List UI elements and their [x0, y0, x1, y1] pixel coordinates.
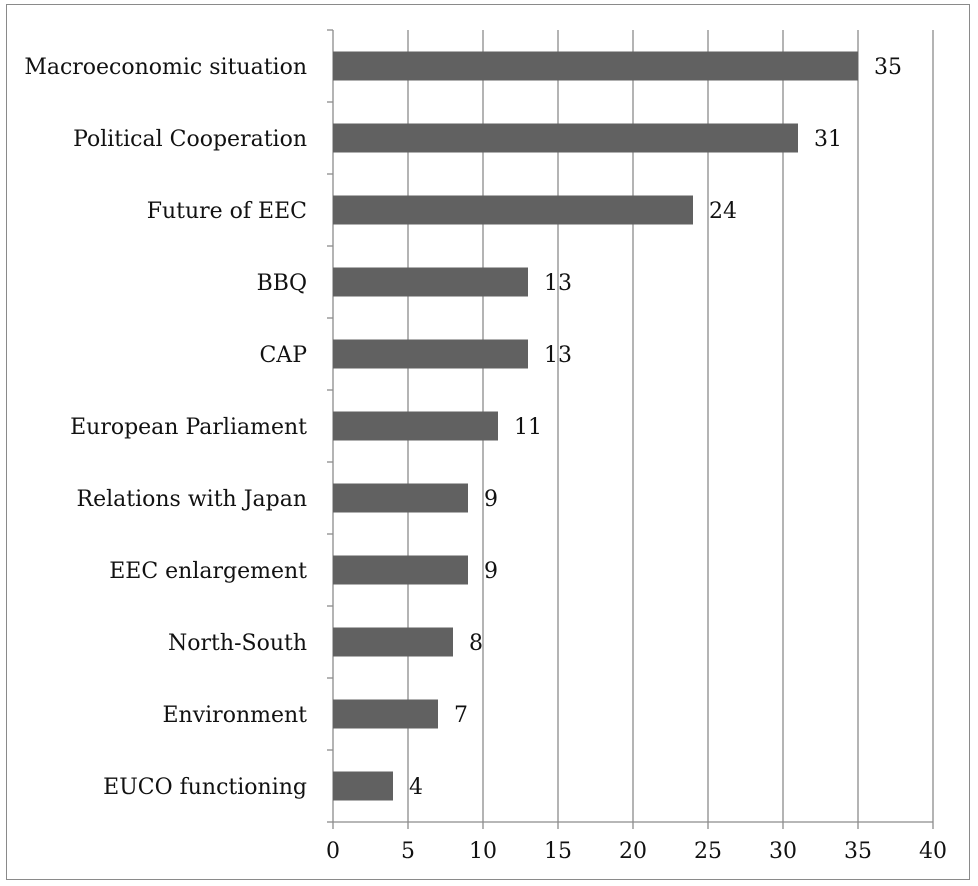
category-label-8: North-South [168, 631, 307, 656]
bar-5 [333, 411, 498, 441]
category-label-0: Macroeconomic situation [24, 55, 307, 80]
category-label-9: Environment [162, 703, 307, 728]
bar-0 [333, 51, 858, 81]
value-label-6: 9 [484, 487, 498, 512]
x-tick-label-25: 25 [694, 839, 722, 864]
value-label-3: 13 [544, 271, 572, 296]
bar-10 [333, 771, 393, 801]
category-label-7: EEC enlargement [109, 559, 307, 584]
category-label-3: BBQ [257, 271, 307, 296]
category-label-2: Future of EEC [147, 199, 307, 224]
value-label-9: 7 [454, 703, 468, 728]
x-tick-label-15: 15 [544, 839, 572, 864]
value-label-4: 13 [544, 343, 572, 368]
x-tick-label-20: 20 [619, 839, 647, 864]
bar-1 [333, 123, 798, 153]
x-tick-label-5: 5 [401, 839, 415, 864]
value-label-2: 24 [709, 199, 737, 224]
bar-9 [333, 699, 438, 729]
value-label-7: 9 [484, 559, 498, 584]
bar-3 [333, 267, 528, 297]
x-tick-label-0: 0 [326, 839, 340, 864]
x-tick-label-35: 35 [844, 839, 872, 864]
bar-6 [333, 483, 468, 513]
bar-7 [333, 555, 468, 585]
value-label-0: 35 [874, 55, 902, 80]
value-label-10: 4 [409, 775, 423, 800]
category-label-10: EUCO functioning [103, 775, 307, 800]
bar-2 [333, 195, 693, 225]
x-tick-label-30: 30 [769, 839, 797, 864]
category-label-6: Relations with Japan [77, 487, 307, 512]
value-label-1: 31 [814, 127, 842, 152]
x-tick-label-10: 10 [469, 839, 497, 864]
bar-4 [333, 339, 528, 369]
x-tick-label-40: 40 [919, 839, 947, 864]
value-label-5: 11 [514, 415, 542, 440]
value-label-8: 8 [469, 631, 483, 656]
category-label-5: European Parliament [70, 415, 307, 440]
bar-8 [333, 627, 453, 657]
category-label-4: CAP [259, 343, 307, 368]
category-label-1: Political Cooperation [73, 127, 307, 152]
